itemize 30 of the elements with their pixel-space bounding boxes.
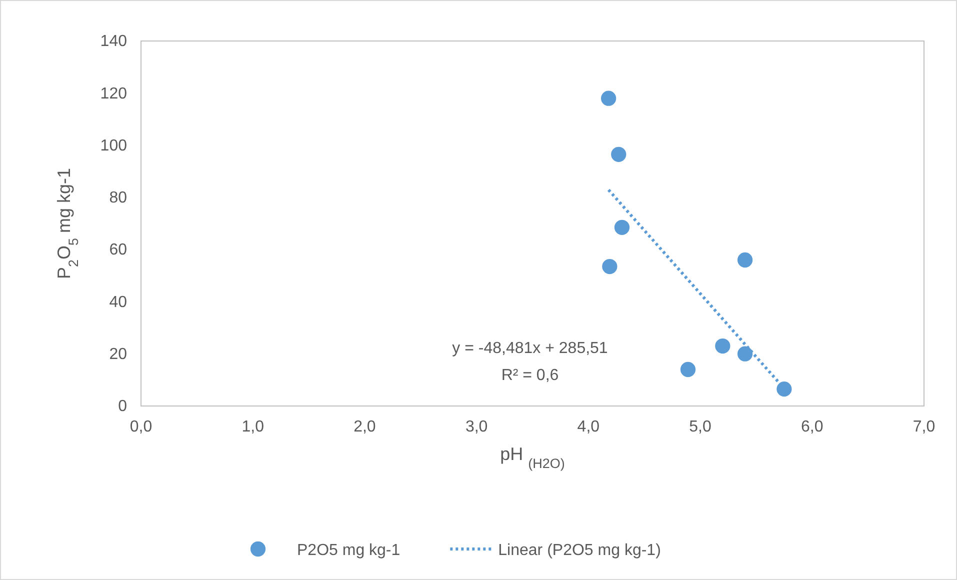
x-tick-label: 3,0 (465, 418, 488, 436)
point (737, 346, 753, 362)
point (737, 252, 753, 268)
annotation: y = -48,481x + 285,51 (452, 340, 608, 357)
y-tick-label: 140 (100, 33, 128, 50)
y-tick-label: 80 (109, 190, 128, 207)
point (611, 146, 626, 162)
point (776, 382, 792, 397)
x-tick-label: 1,0 (242, 418, 264, 436)
x-tick-label: 6,0 (801, 418, 824, 436)
y-tick-label: 100 (100, 137, 128, 154)
point (602, 258, 618, 274)
annotation: R² = 0,6 (501, 367, 559, 384)
y-tick-label: 0 (118, 398, 128, 416)
x-tick-label: 4,0 (577, 418, 600, 436)
y-tick-label: 40 (109, 294, 128, 311)
y-tick-label: 20 (109, 346, 128, 363)
x-tick-label: 2,0 (354, 418, 376, 436)
point (680, 362, 696, 378)
legend-label: Linear (P2O5 mg kg-1) (498, 542, 661, 559)
point (614, 220, 630, 235)
x-tick-label: 7,0 (912, 418, 936, 436)
x-tick-label: 0,0 (130, 418, 152, 436)
y-tick-label: 120 (100, 85, 128, 102)
x-tick-label: 5,0 (689, 418, 712, 436)
point (715, 338, 730, 354)
point (600, 90, 616, 106)
x-axis-title: pH $_{(H2O)}$ (500, 444, 565, 470)
y-tick-label: 60 (109, 242, 128, 259)
legend-label: P2O5 mg kg-1 (297, 542, 400, 559)
